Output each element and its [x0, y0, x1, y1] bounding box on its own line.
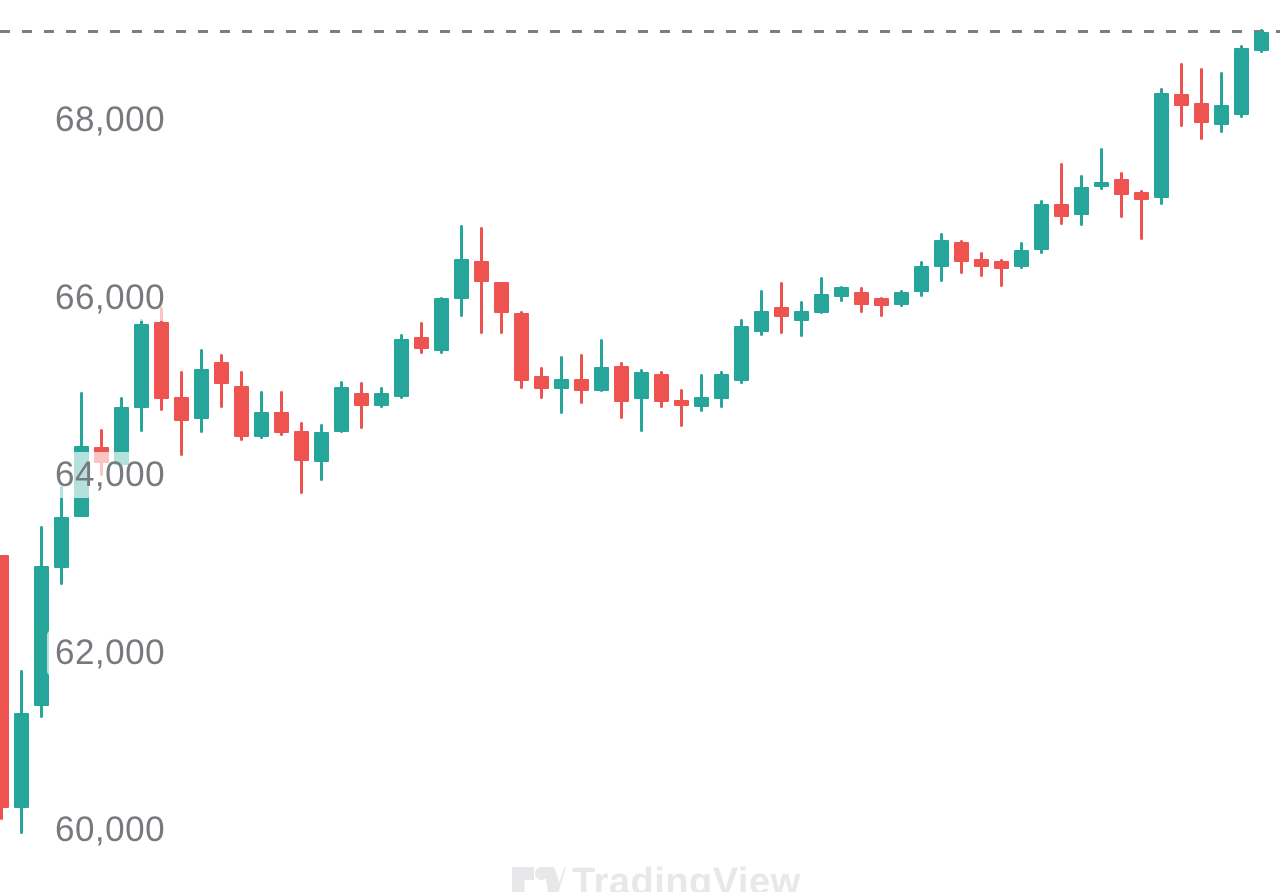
price-axis-label: 60,000 [47, 807, 174, 853]
candle-wick-up [1099, 147, 1103, 191]
candle-body-up [1253, 32, 1269, 51]
candle-body-down [493, 282, 509, 313]
candle-wick-down [679, 388, 683, 428]
candle-body-up [813, 293, 829, 313]
candle-body-up [633, 372, 649, 399]
candle-body-down [613, 365, 629, 403]
candle-body-up [1153, 93, 1169, 199]
candle-body-up [913, 266, 929, 293]
candle-body-up [793, 310, 809, 322]
tradingview-watermark: TradingView [572, 861, 801, 892]
price-axis-label: 68,000 [47, 97, 174, 143]
candle-body-up [1233, 48, 1249, 115]
candle-body-down [1113, 179, 1129, 195]
tradingview-logo-icon [512, 867, 566, 892]
candle-body-down [773, 307, 789, 317]
candle-body-down [353, 393, 369, 406]
candle-body-down [993, 261, 1009, 270]
candle-body-up [833, 286, 849, 298]
candle-body-down [0, 554, 9, 808]
candle-body-up [193, 368, 209, 420]
candle-body-down [673, 400, 689, 406]
candle-body-up [1213, 104, 1229, 126]
candle-body-down [273, 411, 289, 434]
candle-body-up [1093, 182, 1109, 188]
candle-wick-up [699, 373, 703, 412]
candle-body-down [173, 396, 189, 421]
candle-body-up [1033, 204, 1049, 250]
candle-body-down [413, 337, 429, 349]
candle-body-down [233, 386, 249, 437]
candle-body-down [1053, 204, 1069, 217]
candle-body-up [1013, 249, 1029, 268]
candle-body-down [513, 312, 529, 381]
candle-body-up [33, 566, 49, 706]
candle-body-up [753, 310, 769, 333]
candle-body-down [853, 292, 869, 305]
candle-body-down [873, 297, 889, 307]
price-axis-label: 64,000 [47, 452, 174, 498]
candle-body-up [133, 324, 149, 409]
candle-body-down [1173, 94, 1189, 106]
candle-body-down [293, 430, 309, 461]
candle-body-up [453, 259, 469, 300]
candle-body-up [433, 297, 449, 351]
candle-body-up [113, 406, 129, 466]
candle-wick-down [999, 259, 1003, 287]
ath-dashed-line [0, 29, 1280, 33]
price-axis-label: 66,000 [47, 274, 174, 321]
candle-body-up [253, 411, 269, 437]
candle-body-down [573, 379, 589, 391]
price-axis-label: 62,000 [47, 629, 174, 676]
candle-body-up [593, 366, 609, 391]
candle-wick-down [1139, 190, 1143, 240]
candle-body-up [313, 431, 329, 462]
candle-body-up [733, 325, 749, 381]
candle-wick-down [879, 296, 883, 318]
candle-body-up [553, 379, 569, 389]
candle-wick-up [639, 369, 643, 432]
candle-body-down [973, 259, 989, 268]
candle-body-down [473, 261, 489, 282]
candle-body-down [213, 362, 229, 384]
candle-body-up [373, 393, 389, 406]
candle-body-up [713, 373, 729, 399]
candle-wick-down [1059, 162, 1063, 225]
candle-body-down [1133, 191, 1149, 200]
candle-body-up [693, 396, 709, 407]
candle-wick-up [1219, 72, 1223, 134]
candle-body-up [933, 239, 949, 268]
candle-wick-up [599, 339, 603, 392]
candle-body-up [893, 292, 909, 305]
candle-body-up [393, 339, 409, 397]
candle-wick-down [1119, 172, 1123, 218]
candle-body-down [953, 241, 969, 262]
candle-body-down [1193, 103, 1209, 123]
candle-body-down [153, 322, 169, 399]
candle-body-down [533, 376, 549, 389]
candle-body-up [1073, 187, 1089, 215]
candle-body-down [653, 373, 669, 403]
candle-body-up [333, 387, 349, 432]
candle-body-up [13, 712, 29, 808]
candle-body-up [53, 516, 69, 569]
